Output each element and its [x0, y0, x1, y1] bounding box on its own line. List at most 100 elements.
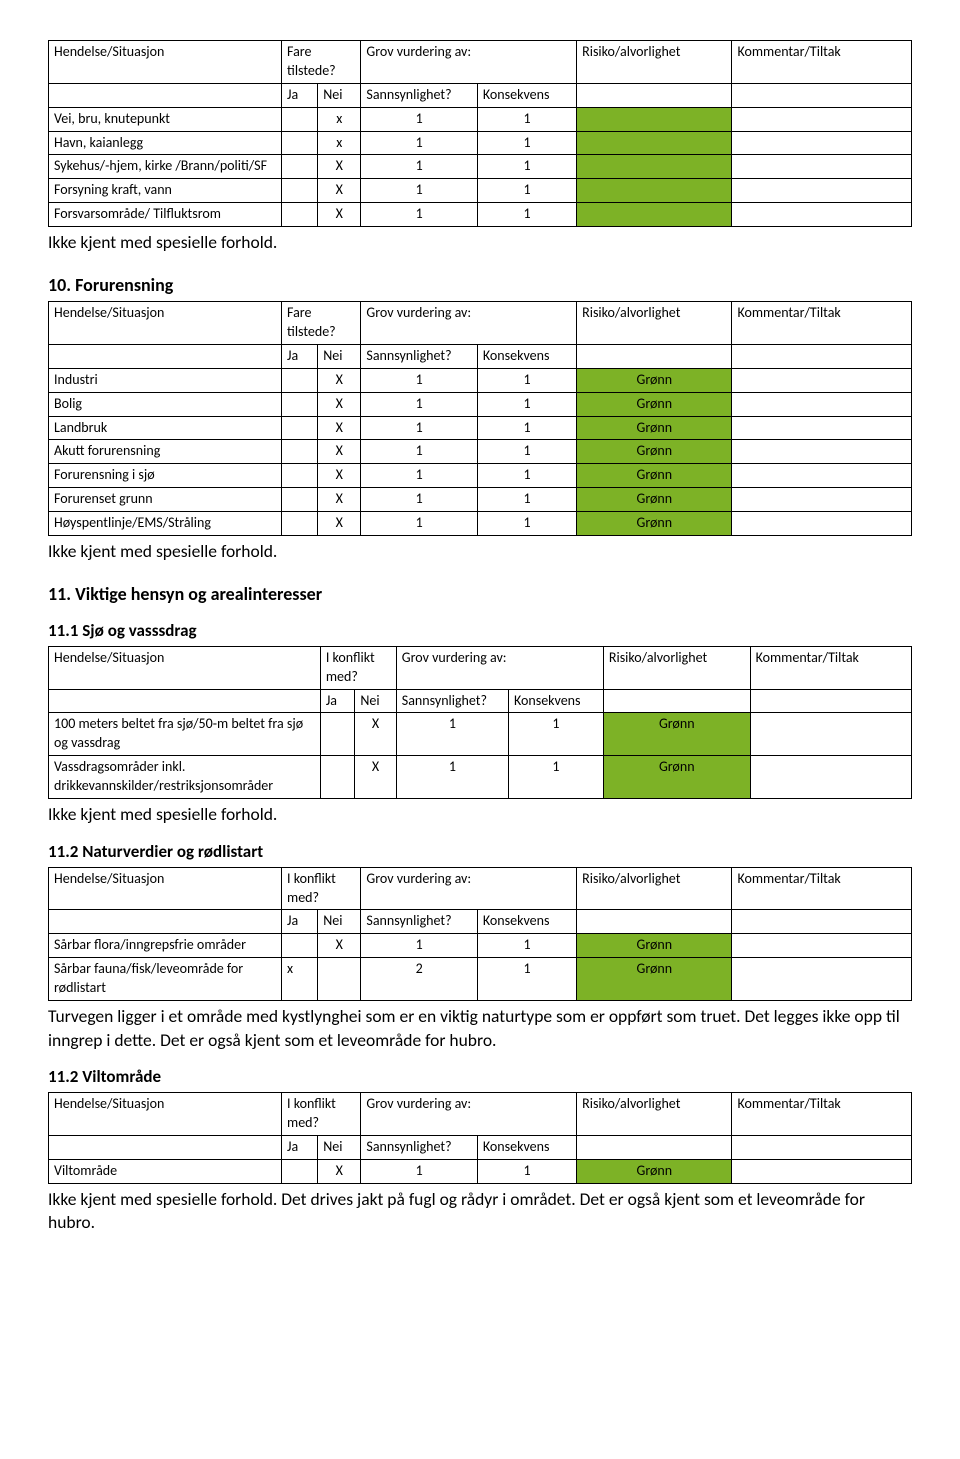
cell-ja — [282, 512, 318, 536]
cell-name: Vei, bru, knutepunkt — [49, 107, 282, 131]
table-row: Forsyning kraft, vannX11 — [49, 179, 912, 203]
cell-name: Bolig — [49, 392, 282, 416]
cell-kons: 1 — [508, 756, 603, 799]
cell-sann: 1 — [361, 440, 478, 464]
blank — [577, 910, 732, 934]
cell-kons: 1 — [477, 155, 576, 179]
table-row: Sykehus/-hjem, kirke /Brann/politi/SFX11 — [49, 155, 912, 179]
cell-ja — [320, 713, 355, 756]
blank — [732, 910, 912, 934]
hdr-ja: Ja — [282, 1135, 318, 1159]
table-header-row: Hendelse/Situasjon Fare tilstede? Grov v… — [49, 302, 912, 345]
cell-risk: Grønn — [577, 512, 732, 536]
cell-sann: 1 — [361, 1159, 478, 1183]
table-subheader-row: Ja Nei Sannsynlighet? Konsekvens — [49, 344, 912, 368]
table-subheader-row: Ja Nei Sannsynlighet? Konsekvens — [49, 83, 912, 107]
cell-name: Industri — [49, 368, 282, 392]
cell-kons: 1 — [477, 488, 576, 512]
hdr-sann: Sannsynlighet? — [361, 83, 478, 107]
cell-risk: Grønn — [577, 392, 732, 416]
hdr-kons: Konsekvens — [508, 689, 603, 713]
hdr-kons: Konsekvens — [477, 83, 576, 107]
cell-ja — [282, 416, 318, 440]
hdr-nei: Nei — [318, 83, 361, 107]
cell-sann: 1 — [361, 416, 478, 440]
cell-sann: 1 — [361, 155, 478, 179]
hdr-kons: Konsekvens — [477, 344, 576, 368]
heading-10: 10. Forurensning — [48, 273, 912, 297]
hdr-kons: Konsekvens — [477, 1135, 576, 1159]
hdr-nei: Nei — [318, 1135, 361, 1159]
cell-nei: X — [318, 203, 361, 227]
table-row: Sårbar fauna/fisk/leveområde for rødlist… — [49, 958, 912, 1001]
cell-kons: 1 — [477, 203, 576, 227]
cell-komm — [732, 512, 912, 536]
cell-risk — [577, 203, 732, 227]
cell-name: Forsvarsområde/ Tilfluktsrom — [49, 203, 282, 227]
cell-ja — [282, 203, 318, 227]
note-11-2b: Ikke kjent med spesielle forhold. Det dr… — [48, 1188, 912, 1235]
table-row: Forurenset grunnX11Grønn — [49, 488, 912, 512]
cell-risk: Grønn — [577, 488, 732, 512]
cell-sann: 1 — [396, 756, 508, 799]
cell-kons: 1 — [477, 107, 576, 131]
note-11-2: Turvegen ligger i et område med kystlyng… — [48, 1005, 912, 1052]
cell-sann: 1 — [361, 934, 478, 958]
cell-name: Akutt forurensning — [49, 440, 282, 464]
table-row: Sårbar flora/inngrepsfrie områderX11Grøn… — [49, 934, 912, 958]
cell-sann: 1 — [361, 107, 478, 131]
cell-sann: 1 — [361, 179, 478, 203]
cell-komm — [750, 756, 911, 799]
hdr-nei: Nei — [318, 910, 361, 934]
blank — [49, 1135, 282, 1159]
table-row: Havn, kaianleggx11 — [49, 131, 912, 155]
cell-ja — [320, 756, 355, 799]
hdr-nei: Nei — [318, 344, 361, 368]
blank — [577, 344, 732, 368]
table-row: BoligX11Grønn — [49, 392, 912, 416]
cell-ja — [282, 368, 318, 392]
hdr-kons: Konsekvens — [477, 910, 576, 934]
cell-sann: 1 — [361, 131, 478, 155]
hdr-komm: Kommentar/Tiltak — [750, 646, 911, 689]
cell-kons: 1 — [477, 440, 576, 464]
blank — [732, 344, 912, 368]
hdr-konflikt: I konflikt med? — [320, 646, 396, 689]
table-subheader-row: Ja Nei Sannsynlighet? Konsekvens — [49, 910, 912, 934]
cell-name: Havn, kaianlegg — [49, 131, 282, 155]
table-row: Vei, bru, knutepunktx11 — [49, 107, 912, 131]
cell-kons: 1 — [477, 958, 576, 1001]
hdr-grov: Grov vurdering av: — [396, 646, 603, 689]
cell-komm — [732, 203, 912, 227]
table-row: ViltområdeX11Grønn — [49, 1159, 912, 1183]
blank — [49, 344, 282, 368]
hdr-ja: Ja — [282, 83, 318, 107]
cell-nei: X — [355, 713, 396, 756]
cell-kons: 1 — [477, 934, 576, 958]
table-header-row: Hendelse/Situasjon I konflikt med? Grov … — [49, 1093, 912, 1136]
table-row: Forsvarsområde/ TilfluktsromX11 — [49, 203, 912, 227]
cell-nei: X — [318, 464, 361, 488]
cell-name: Forurenset grunn — [49, 488, 282, 512]
table-row: Høyspentlinje/EMS/StrålingX11Grønn — [49, 512, 912, 536]
cell-ja — [282, 488, 318, 512]
cell-nei: x — [318, 131, 361, 155]
table-row: Forurensning i sjøX11Grønn — [49, 464, 912, 488]
hdr-ja: Ja — [320, 689, 355, 713]
cell-name: Sårbar fauna/fisk/leveområde for rødlist… — [49, 958, 282, 1001]
table-11-2b: Hendelse/Situasjon I konflikt med? Grov … — [48, 1092, 912, 1184]
hdr-grov: Grov vurdering av: — [361, 302, 577, 345]
hdr-situasjon: Hendelse/Situasjon — [49, 41, 282, 84]
blank — [750, 689, 911, 713]
cell-kons: 1 — [477, 464, 576, 488]
hdr-grov: Grov vurdering av: — [361, 41, 577, 84]
cell-kons: 1 — [477, 392, 576, 416]
cell-komm — [732, 179, 912, 203]
hdr-nei: Nei — [355, 689, 396, 713]
note-ikke-kjent: Ikke kjent med spesielle forhold. — [48, 803, 912, 827]
cell-name: Vassdragsområder inkl. drikkevannskilder… — [49, 756, 321, 799]
hdr-situasjon: Hendelse/Situasjon — [49, 646, 321, 689]
cell-sann: 1 — [361, 392, 478, 416]
cell-risk: Grønn — [577, 368, 732, 392]
hdr-risk: Risiko/alvorlighet — [577, 1093, 732, 1136]
